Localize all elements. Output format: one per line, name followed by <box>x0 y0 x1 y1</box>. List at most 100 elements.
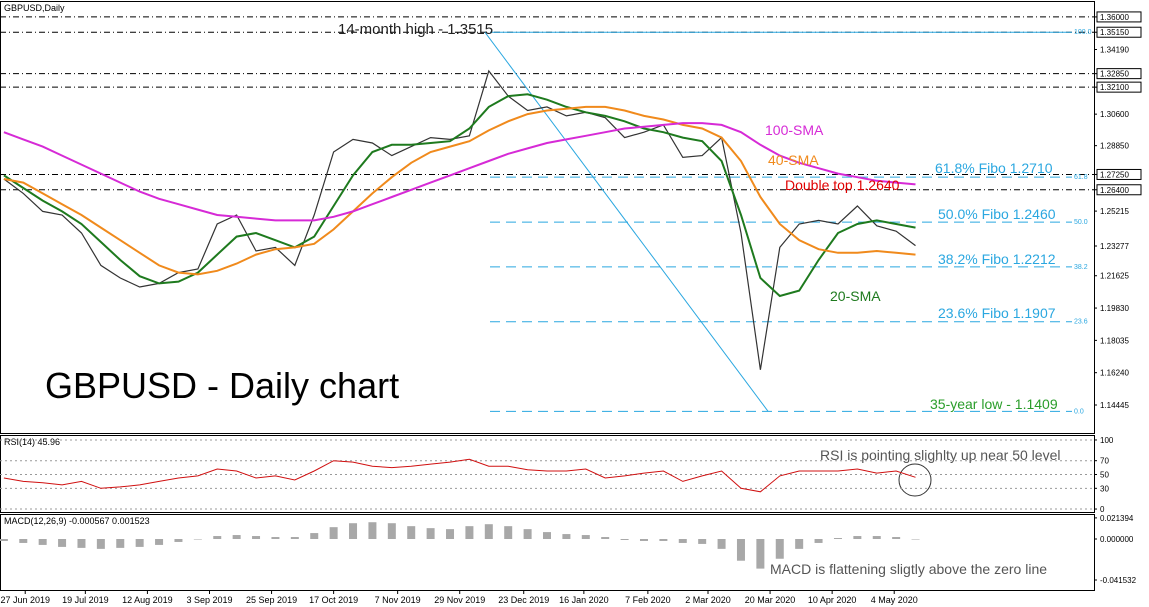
annotation: Double top 1.2640 <box>785 177 900 193</box>
y-tick-label: 1.32850 <box>1100 70 1129 79</box>
fibo-label: 61.8 <box>1074 174 1088 181</box>
macd-bar <box>387 523 396 540</box>
macd-bar <box>484 524 493 540</box>
macd-bar <box>736 539 745 561</box>
annotation: 50.0% Fibo 1.2460 <box>938 206 1056 222</box>
x-tick-label: 19 Jul 2019 <box>62 595 109 605</box>
macd-bar <box>349 523 358 540</box>
rsi-line <box>3 458 916 493</box>
macd-bar <box>38 539 47 545</box>
x-tick-label: 2 Mar 2020 <box>685 595 731 605</box>
y-tick-label: 1.23277 <box>1100 242 1129 251</box>
fibo-label: 38.2 <box>1074 264 1088 271</box>
y-tick-label: 1.16240 <box>1100 369 1129 378</box>
y-tick-label: 50 <box>1100 471 1109 480</box>
macd-bar <box>562 534 571 540</box>
fibo-label: 0.0 <box>1074 408 1084 415</box>
series-line <box>3 69 916 370</box>
macd-bar <box>155 539 164 545</box>
y-tick-label: 1.35150 <box>1100 28 1129 37</box>
macd-bar <box>407 526 416 540</box>
macd-bar <box>116 539 125 548</box>
macd-bar <box>814 539 823 543</box>
y-tick-label: 1.14445 <box>1100 401 1129 410</box>
y-tick-label: 1.30600 <box>1100 110 1129 119</box>
macd-bar <box>465 526 474 540</box>
annotation: RSI is pointing slighlty up near 50 leve… <box>820 447 1060 463</box>
y-tick-label: 0.021394 <box>1100 514 1134 523</box>
main-panel <box>0 1 1095 434</box>
annotation: 14-month high - 1.3515 <box>338 21 493 38</box>
level-box <box>1096 68 1142 80</box>
fibo-label: 50.0 <box>1074 219 1088 226</box>
y-tick-label: -0.041532 <box>1100 576 1137 585</box>
macd-title: MACD(12,26,9) -0.000567 0.001523 <box>4 516 150 526</box>
macd-bar <box>581 535 590 540</box>
fibo-label: 23.6 <box>1074 319 1088 326</box>
series-line <box>3 122 916 222</box>
level-box <box>1096 11 1142 23</box>
x-tick-label: 10 Apr 2020 <box>808 595 857 605</box>
macd-panel <box>0 514 1095 591</box>
x-tick-label: 23 Dec 2019 <box>498 595 549 605</box>
macd-bar <box>96 539 105 549</box>
y-tick-label: 0 <box>1100 505 1105 514</box>
macd-bar <box>523 529 532 540</box>
macd-bar <box>232 535 241 540</box>
annotation: GBPUSD - Daily chart <box>45 365 399 406</box>
macd-bar <box>329 527 338 540</box>
series-label: 20-SMA <box>830 288 881 304</box>
x-tick-label: 27 Jun 2019 <box>0 595 50 605</box>
macd-bar <box>310 533 319 540</box>
macd-bar <box>853 536 862 540</box>
x-tick-label: 20 Mar 2020 <box>745 595 796 605</box>
x-tick-label: 17 Oct 2019 <box>309 595 358 605</box>
macd-bar <box>756 539 765 569</box>
macd-bar <box>601 537 610 540</box>
annotation: MACD is flattening sligtly above the zer… <box>770 561 1047 577</box>
macd-bar <box>426 528 435 540</box>
y-tick-label: 1.28850 <box>1100 142 1129 151</box>
macd-bar <box>271 537 280 540</box>
macd-bar <box>892 537 901 540</box>
macd-bar <box>911 539 920 540</box>
macd-bar <box>252 536 261 540</box>
macd-bar <box>872 536 881 540</box>
y-tick-label: 70 <box>1100 457 1109 466</box>
macd-bar <box>193 539 202 540</box>
y-tick-label: 1.36000 <box>1100 13 1129 22</box>
macd-bar <box>174 539 183 542</box>
annotation: 38.2% Fibo 1.2212 <box>938 251 1056 267</box>
macd-bar <box>795 539 804 549</box>
y-tick-label: 0.000000 <box>1100 535 1134 544</box>
x-tick-label: 4 May 2020 <box>871 595 918 605</box>
macd-bar <box>446 529 455 540</box>
macd-bar <box>213 536 222 540</box>
macd-bar <box>504 526 513 540</box>
macd-bar <box>368 522 377 540</box>
rsi-panel <box>0 435 1095 513</box>
macd-bar <box>543 532 551 540</box>
annotation: 61.8% Fibo 1.2710 <box>935 160 1053 176</box>
macd-bar <box>290 537 299 540</box>
x-tick-label: 12 Aug 2019 <box>122 595 173 605</box>
y-tick-label: 1.26400 <box>1100 186 1129 195</box>
macd-bar <box>659 539 668 541</box>
macd-bar <box>19 539 28 543</box>
annotation: 23.6% Fibo 1.1907 <box>938 305 1056 321</box>
macd-bar <box>833 538 842 540</box>
macd-bar <box>77 539 86 548</box>
chart-title: GBPUSD,Daily <box>4 3 65 13</box>
y-tick-label: 1.32100 <box>1100 83 1129 92</box>
macd-bar <box>135 539 144 547</box>
level-box <box>1096 81 1142 93</box>
fibo-label: 100.0 <box>1074 29 1092 36</box>
level-box <box>1096 26 1142 38</box>
rsi-circle <box>898 463 932 497</box>
series-line <box>3 93 916 298</box>
x-tick-label: 7 Feb 2020 <box>625 595 671 605</box>
y-tick-label: 1.25215 <box>1100 207 1129 216</box>
